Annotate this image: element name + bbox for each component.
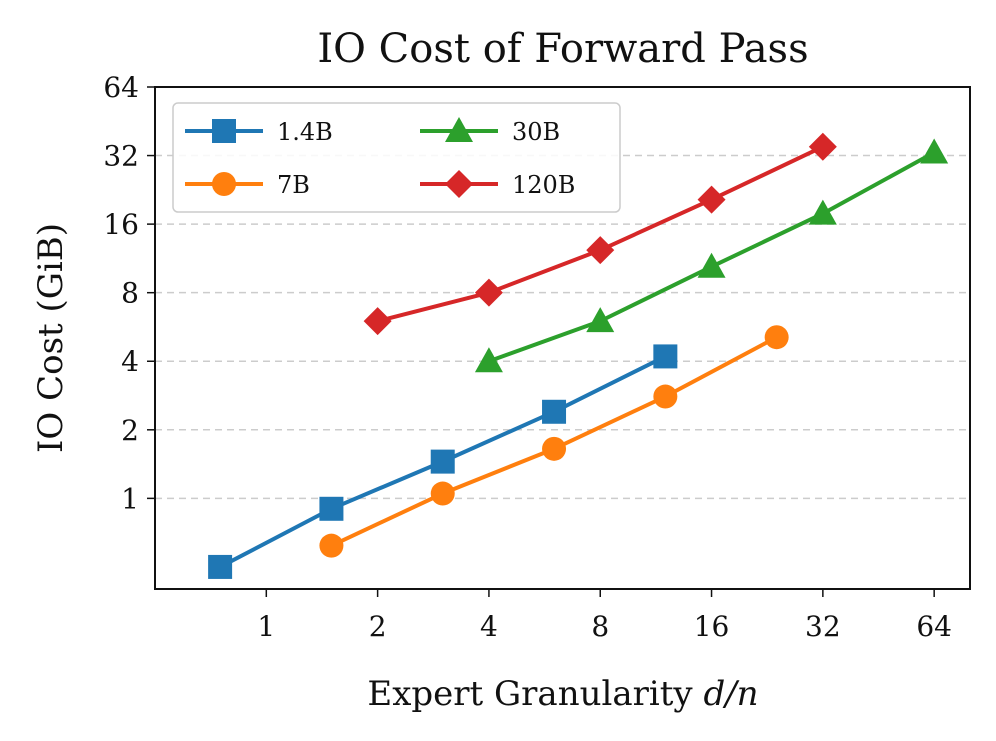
legend-entry-30b: 30B <box>420 117 560 146</box>
data-point-30b <box>920 138 949 164</box>
x-tick-label: 8 <box>591 610 609 643</box>
data-point-120b <box>586 236 615 265</box>
legend-entry-120b: 120B <box>420 170 575 199</box>
x-axis-label-text: Expert Granularity <box>367 674 703 714</box>
x-axis-ticks: 1 2 4 8 16 32 64 <box>257 589 952 643</box>
data-point-7b <box>430 481 455 506</box>
data-point-30b <box>697 252 726 278</box>
data-point-1-4b <box>208 554 233 579</box>
y-tick-label: 32 <box>103 140 139 173</box>
x-tick-label: 16 <box>694 610 730 643</box>
x-tick-label: 2 <box>369 610 387 643</box>
legend-label: 7B <box>277 171 310 199</box>
legend-label: 30B <box>512 118 560 146</box>
x-tick-label: 1 <box>257 610 275 643</box>
series-1-4b <box>208 344 678 579</box>
data-point-1-4b <box>430 449 455 474</box>
chart-title: IO Cost of Forward Pass <box>317 26 808 72</box>
legend-marker <box>212 119 236 143</box>
plot-frame <box>154 86 971 590</box>
data-point-7b <box>319 533 344 558</box>
data-point-1-4b <box>653 344 678 369</box>
y-axis-label: IO Cost (GiB) <box>31 223 71 453</box>
series-7b <box>319 325 789 558</box>
legend-label: 120B <box>512 171 575 199</box>
y-tick-label: 2 <box>121 414 139 447</box>
legend-entry-1-4b: 1.4B <box>185 118 333 146</box>
y-tick-label: 16 <box>103 208 139 241</box>
legend-frame <box>172 102 621 213</box>
y-tick-label: 1 <box>121 482 139 515</box>
series-layer <box>208 132 949 579</box>
y-tick-label: 64 <box>103 71 139 104</box>
x-tick-label: 4 <box>480 610 498 643</box>
data-point-7b <box>542 436 567 461</box>
data-point-30b <box>586 307 615 333</box>
series-30b <box>474 138 949 373</box>
legend-marker <box>445 117 473 142</box>
data-point-1-4b <box>319 496 344 521</box>
data-point-120b <box>808 132 837 161</box>
x-tick-label: 32 <box>805 610 841 643</box>
data-point-7b <box>653 384 678 409</box>
legend-label: 1.4B <box>277 118 333 146</box>
data-point-30b <box>808 199 837 225</box>
y-tick-label: 4 <box>121 345 139 378</box>
legend: 1.4B 7B 30B 120B <box>172 102 621 213</box>
legend-entries: 1.4B 7B 30B 120B <box>185 117 575 199</box>
data-point-30b <box>474 347 503 373</box>
data-point-7b <box>764 325 789 350</box>
data-point-1-4b <box>542 399 567 424</box>
legend-marker <box>445 170 473 198</box>
data-point-120b <box>697 185 726 214</box>
data-point-120b <box>363 307 392 336</box>
y-axis-ticks: 1 2 4 8 16 32 64 <box>103 71 155 515</box>
legend-entry-7b: 7B <box>185 171 310 199</box>
x-axis-label-math: d/n <box>703 674 758 714</box>
data-point-120b <box>474 278 503 307</box>
legend-marker <box>212 172 236 196</box>
x-tick-label: 64 <box>916 610 952 643</box>
x-axis-label: Expert Granularity d/n <box>367 674 758 714</box>
series-120b <box>363 132 837 336</box>
y-tick-label: 8 <box>121 277 139 310</box>
